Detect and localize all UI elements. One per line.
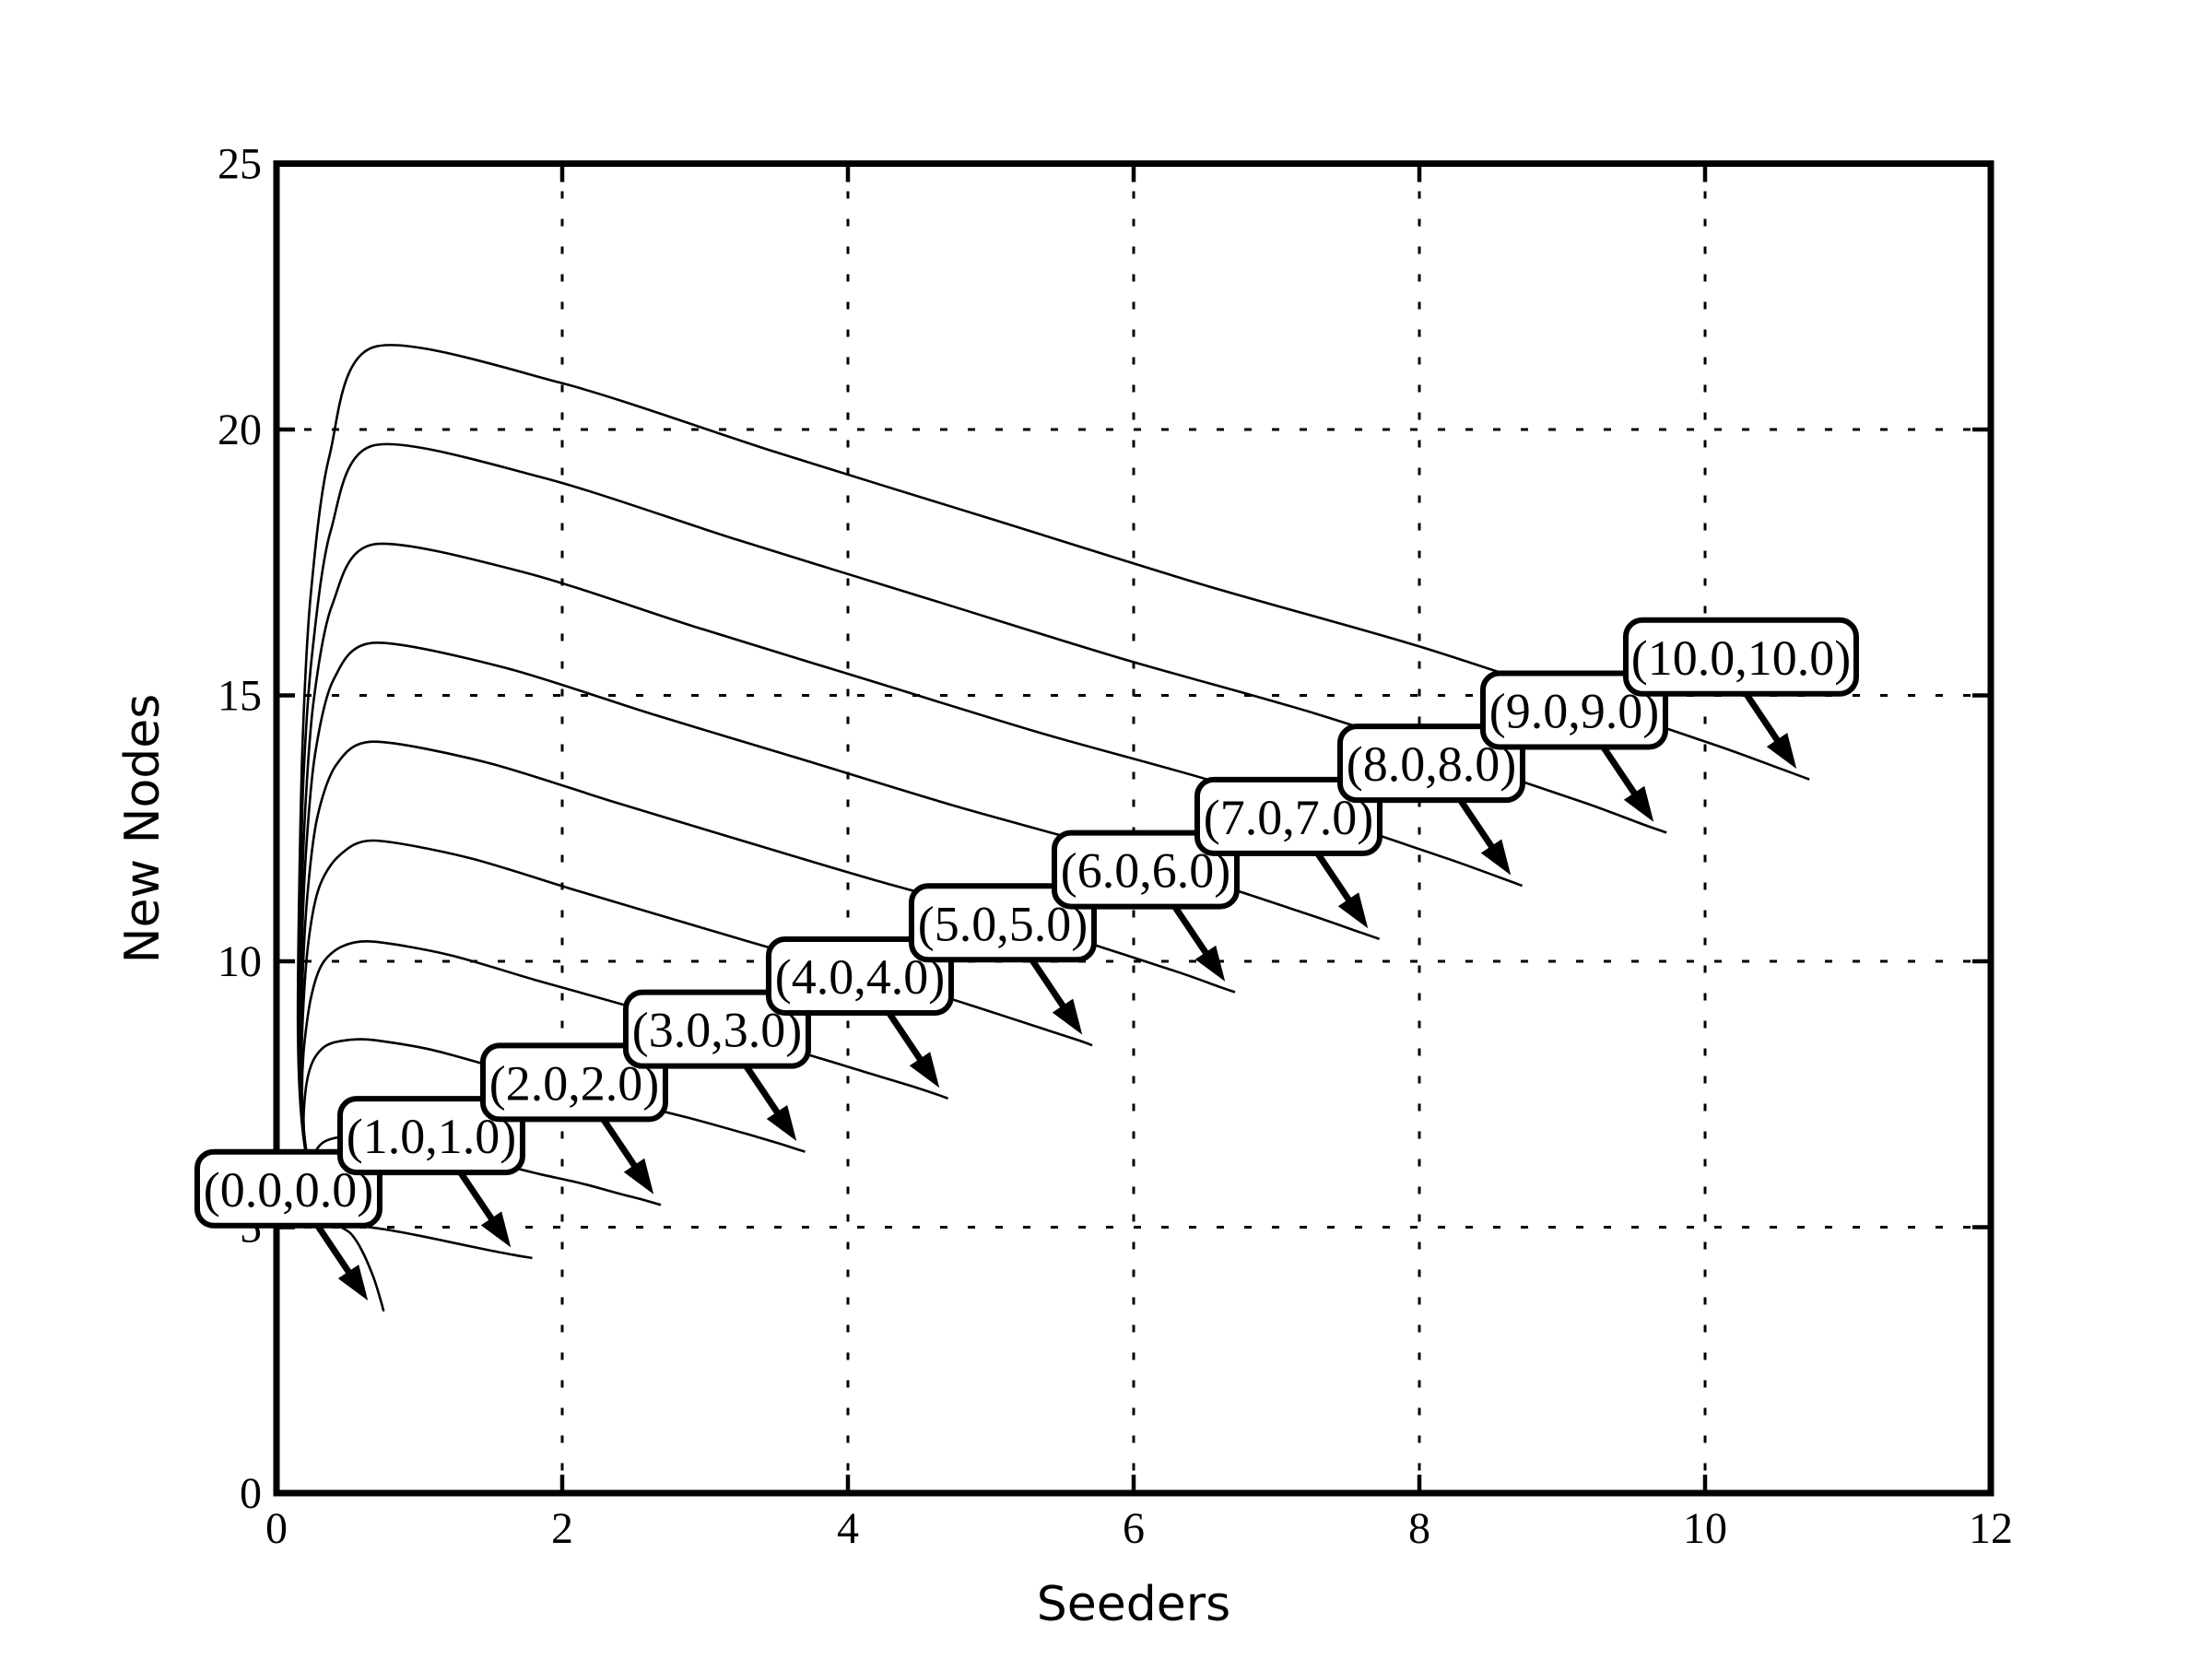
y-tick-label: 25 [218,140,262,189]
direction-arrow-shaft [1744,692,1783,747]
y-tick-label: 20 [218,406,262,454]
direction-arrow-head [909,1052,940,1088]
y-tick-label: 10 [218,937,262,986]
direction-arrow-head [480,1211,512,1248]
direction-arrow-shaft [458,1171,498,1225]
direction-arrow-head [623,1158,654,1194]
annotation-box [1336,724,1525,804]
x-tick-label: 6 [1123,1504,1145,1553]
grid-layer [276,163,1991,1493]
direction-arrow-head [1480,839,1512,876]
x-tick-label: 12 [1969,1504,2013,1553]
trajectory-annotation: (6.0,6.0) [1051,830,1240,982]
x-tick-label: 10 [1683,1504,1727,1553]
x-tick-label: 8 [1408,1504,1430,1553]
y-tick-label: 15 [218,672,262,721]
direction-arrow-shaft [1458,798,1498,853]
trajectory-annotation: (4.0,4.0) [765,935,954,1088]
trajectory-curves-layer [296,344,1810,1312]
annotation-box [479,1042,668,1123]
direction-arrow-head [1766,733,1797,770]
annotation-box [1479,670,1668,750]
trajectory-annotation: (5.0,5.0) [908,883,1097,1035]
direction-arrow-head [1337,892,1369,929]
trajectory-0.0-0.0 [336,1224,385,1312]
direction-arrow-shaft [1030,958,1069,1013]
annotation-label: (10.0,10.0) [1631,630,1851,686]
trajectory-annotation: (10.0,10.0) [1622,617,1859,770]
direction-arrow-shaft [1172,905,1212,959]
axes-layer: 0246810120510152025 [218,140,2013,1554]
direction-arrow-shaft [1315,852,1355,906]
direction-arrow-shaft [887,1011,926,1065]
annotation-box [622,989,811,1069]
x-tick-label: 4 [837,1504,859,1553]
direction-arrow-head [766,1105,797,1141]
annotation-box [1051,830,1240,910]
direction-arrow-head [337,1265,369,1301]
annotations-layer: (0.0,0.0)(1.0,1.0)(2.0,2.0)(3.0,3.0)(4.0… [194,617,1859,1301]
y-tick-label: 0 [240,1469,262,1518]
annotation-box [908,883,1097,963]
x-axis-title: Seeders [1037,1577,1230,1632]
direction-arrow-shaft [601,1117,641,1172]
annotation-box [1194,776,1382,856]
trajectory-annotation: (1.0,1.0) [336,1096,525,1248]
direction-arrow-head [1623,785,1654,822]
trajectory-annotation: (2.0,2.0) [479,1042,668,1194]
direction-arrow-head [1052,998,1083,1035]
axes-frame [273,160,1994,1497]
direction-arrow-shaft [1601,746,1641,800]
trajectory-annotation: (8.0,8.0) [1336,724,1525,876]
annotation-box [336,1096,525,1176]
annotation-box [1622,617,1859,697]
annotation-box [765,935,954,1016]
x-tick-label: 0 [265,1504,288,1553]
direction-arrow-shaft [315,1224,355,1278]
annotation-box [194,1148,382,1229]
trajectory-annotation: (7.0,7.0) [1194,776,1382,929]
direction-arrow-head [1194,945,1226,982]
x-tick-label: 2 [551,1504,573,1553]
y-axis-title: New Nodes [115,694,171,964]
direction-arrow-shaft [744,1065,783,1119]
